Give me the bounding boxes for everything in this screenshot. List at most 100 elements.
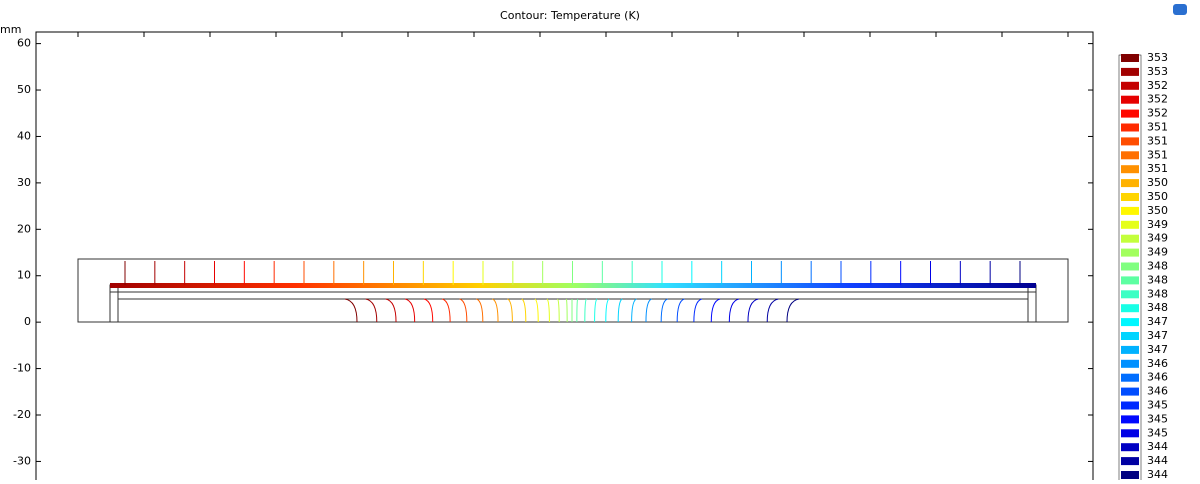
colorbar-swatch <box>1121 457 1139 466</box>
colorbar-label: 349 <box>1147 246 1168 259</box>
colorbar-label: 347 <box>1147 329 1168 342</box>
contour-line <box>594 298 598 323</box>
y-tick-label: -10 <box>13 362 31 375</box>
y-tick-label: 50 <box>17 83 31 96</box>
colorbar-label: 345 <box>1147 399 1168 412</box>
contour-line <box>492 298 499 323</box>
colorbar-label: 348 <box>1147 301 1168 314</box>
domain-outline <box>77 258 1069 323</box>
contour-line <box>605 298 610 323</box>
colorbar-label: 346 <box>1147 385 1168 398</box>
colorbar-swatch <box>1121 471 1139 479</box>
contour-line <box>459 298 468 323</box>
contour-line <box>766 298 779 323</box>
colorbar-swatch <box>1121 234 1139 243</box>
colorbar-label: 348 <box>1147 287 1168 300</box>
y-tick-label: 10 <box>17 269 31 282</box>
colorbar-label: 350 <box>1147 190 1168 203</box>
right-support <box>1027 284 1037 323</box>
colorbar-label: 345 <box>1147 426 1168 439</box>
colorbar-label: 351 <box>1147 162 1168 175</box>
y-tick-label: 40 <box>17 129 31 142</box>
colorbar-swatch <box>1121 345 1139 354</box>
chart-title: Contour: Temperature (K) <box>500 9 640 22</box>
colorbar-label: 344 <box>1147 454 1168 467</box>
colorbar-swatch <box>1121 290 1139 299</box>
colorbar-label: 352 <box>1147 93 1168 106</box>
colorbar-label: 350 <box>1147 204 1168 217</box>
y-tick-label: 0 <box>24 315 31 328</box>
colorbar-swatch <box>1121 248 1139 257</box>
colorbar-swatch <box>1121 443 1139 452</box>
colorbar-label: 349 <box>1147 218 1168 231</box>
colorbar-swatch <box>1121 401 1139 410</box>
colorbar-swatch <box>1121 95 1139 104</box>
colorbar-label: 347 <box>1147 315 1168 328</box>
contour-line <box>631 298 637 323</box>
colorbar-swatch <box>1121 165 1139 174</box>
colorbar-swatch <box>1121 123 1139 132</box>
contour-line <box>521 298 527 323</box>
contours <box>124 261 1021 323</box>
colorbar-label: 346 <box>1147 371 1168 384</box>
colorbar-swatch <box>1121 373 1139 382</box>
colorbar-label: 350 <box>1147 176 1168 189</box>
contour-line <box>786 298 800 323</box>
colorbar-swatch <box>1121 109 1139 118</box>
contour-line <box>385 298 397 323</box>
contour-line <box>476 298 484 323</box>
contour-line <box>728 298 740 323</box>
colorbar-swatch <box>1121 276 1139 285</box>
colorbar-swatch <box>1121 206 1139 215</box>
colorbar-swatch <box>1121 193 1139 201</box>
dense-contour-band <box>110 283 1036 288</box>
colorbar-swatch <box>1121 54 1139 62</box>
contour-line <box>710 298 721 323</box>
toolbar-icon[interactable] <box>1173 4 1187 15</box>
colorbar-label: 345 <box>1147 412 1168 425</box>
y-tick-label: -20 <box>13 408 31 421</box>
colorbar-label: 353 <box>1147 65 1168 78</box>
y-tick-label: 30 <box>17 176 31 189</box>
colorbar-swatch <box>1121 415 1139 424</box>
y-tick-label: -30 <box>13 454 31 467</box>
contour-line <box>344 298 358 323</box>
contour-line <box>534 298 539 323</box>
contour-line <box>423 298 434 323</box>
colorbar-swatch <box>1121 151 1139 160</box>
colorbar-label: 346 <box>1147 357 1168 370</box>
y-axis-label: mm <box>0 23 21 36</box>
colorbar-label: 352 <box>1147 107 1168 120</box>
colorbar-label: 351 <box>1147 121 1168 134</box>
contour-line <box>441 298 451 323</box>
contour-line <box>576 298 579 323</box>
plot-frame <box>35 31 1094 484</box>
colorbar-swatch <box>1121 137 1139 146</box>
contour-line <box>676 298 685 323</box>
colorbar-label: 353 <box>1147 51 1168 64</box>
contour-line <box>557 298 560 323</box>
colorbar-swatch <box>1121 332 1139 340</box>
y-tick-label: 60 <box>17 37 31 50</box>
contour-line <box>565 298 568 323</box>
colorbar-label: 349 <box>1147 232 1168 245</box>
colorbar-swatch <box>1121 67 1139 76</box>
colorbar: 3533533523523523513513513513503503503493… <box>1121 51 1168 481</box>
left-support <box>109 284 119 323</box>
colorbar-swatch <box>1121 387 1139 396</box>
colorbar-label: 348 <box>1147 260 1168 273</box>
contour-line <box>584 298 587 323</box>
contour-line <box>546 298 550 323</box>
contour-line <box>645 298 652 323</box>
colorbar-swatch <box>1121 429 1139 438</box>
contour-line <box>404 298 416 323</box>
colorbar-swatch <box>1121 318 1139 327</box>
colorbar-swatch <box>1121 81 1139 90</box>
colorbar-swatch <box>1121 220 1139 229</box>
contour-line <box>365 298 378 323</box>
colorbar-swatch <box>1121 304 1139 313</box>
x-tick-marks <box>77 32 1069 37</box>
colorbar-label: 344 <box>1147 440 1168 453</box>
colorbar-label: 348 <box>1147 273 1168 286</box>
